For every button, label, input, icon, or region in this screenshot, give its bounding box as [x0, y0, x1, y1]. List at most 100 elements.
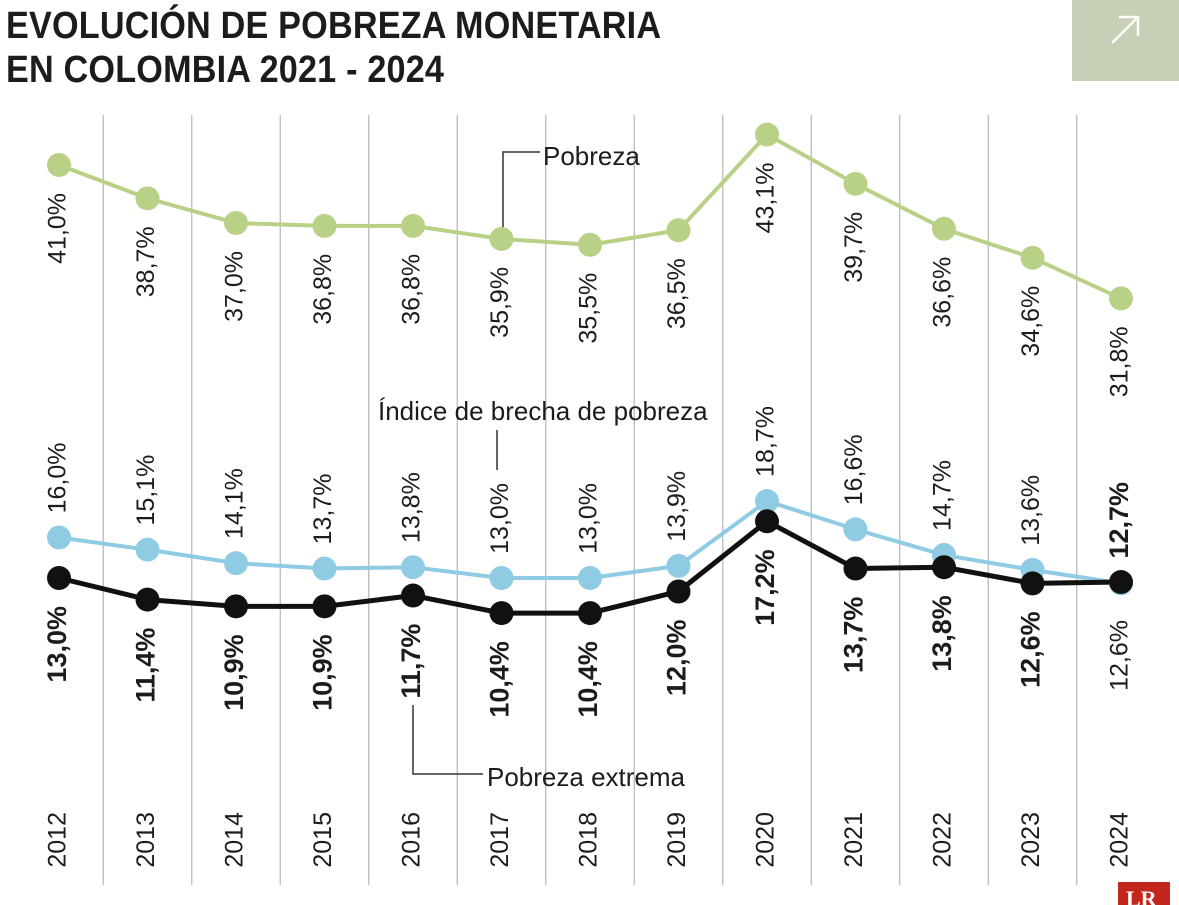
label-pobreza-2014: 37,0%	[221, 251, 249, 322]
point-extrema-2019	[666, 579, 691, 604]
point-brecha-2013	[135, 537, 160, 562]
x-tick-2021: 2021	[840, 812, 868, 868]
point-pobreza-2021	[843, 171, 868, 196]
label-pobreza-2023: 34,6%	[1017, 286, 1045, 357]
label-pobreza-2013: 38,7%	[132, 226, 160, 297]
lr-logo-text: LR	[1126, 886, 1157, 905]
label-pobreza-2024: 31,8%	[1106, 326, 1134, 397]
point-pobreza-2017	[489, 226, 514, 251]
label-extrema-2019: 12,0%	[662, 620, 692, 697]
label-brecha-2013: 15,1%	[132, 455, 160, 526]
label-pobreza-2015: 36,8%	[309, 254, 337, 325]
point-extrema-2014	[224, 594, 248, 619]
point-brecha-2014	[224, 551, 248, 576]
point-extrema-2021	[843, 556, 868, 581]
point-brecha-2018	[578, 566, 602, 590]
annotation-brecha: Índice de brecha de pobreza	[378, 396, 708, 426]
label-brecha-2019: 13,9%	[663, 471, 691, 542]
chart-title-line-1: EVOLUCIÓN DE POBREZA MONETARIA	[6, 5, 662, 47]
x-tick-2015: 2015	[309, 812, 337, 868]
point-pobreza-2016	[401, 213, 425, 238]
label-extrema-2016: 11,7%	[396, 624, 426, 699]
label-brecha-2016: 13,8%	[398, 472, 426, 543]
point-pobreza-2024	[1109, 286, 1133, 311]
point-brecha-2017	[489, 566, 514, 590]
point-extrema-2013	[135, 587, 160, 612]
point-brecha-2016	[401, 555, 425, 580]
point-pobreza-2023	[1020, 245, 1045, 270]
label-extrema-2020: 17,2%	[750, 549, 780, 626]
chart-title-line-2: EN COLOMBIA 2021 - 2024	[6, 49, 445, 91]
point-pobreza-2022	[932, 216, 956, 241]
label-pobreza-2021: 39,7%	[840, 212, 868, 283]
label-brecha-2023: 13,6%	[1017, 475, 1045, 546]
label-pobreza-2016: 36,8%	[398, 254, 426, 325]
label-brecha-2014: 14,1%	[221, 468, 249, 539]
label-brecha-2020: 18,7%	[752, 406, 780, 477]
label-extrema-2022: 13,8%	[927, 595, 957, 672]
point-pobreza-2015	[312, 213, 337, 238]
label-brecha-2021: 16,6%	[840, 434, 868, 505]
label-extrema-2014: 10,9%	[219, 634, 249, 711]
label-extrema-2017: 10,4%	[485, 641, 515, 718]
point-extrema-2012	[47, 566, 71, 590]
x-axis-labels: 2012 2013 2014 2015 2016 2017 2018 2019 2020 2021…	[44, 812, 1134, 868]
data-labels: 41,0% 38,7% 37,0% 36,8% 36,8% 35,9% 35,5% 36,5%…	[42, 163, 1134, 718]
x-tick-2019: 2019	[663, 812, 691, 868]
point-extrema-2018	[578, 601, 602, 626]
point-pobreza-2013	[135, 186, 160, 211]
label-extrema-2024: 12,7%	[1104, 482, 1134, 559]
x-tick-2023: 2023	[1017, 812, 1045, 868]
label-brecha-2012: 16,0%	[44, 443, 72, 514]
x-tick-2024: 2024	[1106, 812, 1134, 868]
label-extrema-2023: 12,6%	[1016, 611, 1046, 688]
label-brecha-2024: 12,6%	[1106, 620, 1134, 691]
grid-lines	[102, 115, 1078, 885]
point-extrema-2017	[489, 601, 514, 626]
chart-title: EVOLUCIÓN DE POBREZA MONETARIA EN COLOMB…	[6, 4, 661, 92]
label-brecha-2022: 14,7%	[929, 460, 957, 531]
point-pobreza-2014	[224, 211, 248, 235]
label-pobreza-2017: 35,9%	[486, 267, 514, 338]
point-extrema-2022	[932, 555, 956, 580]
annotation-pobreza-leader	[502, 151, 540, 230]
point-brecha-2020	[755, 489, 779, 514]
point-extrema-2015	[312, 594, 337, 619]
point-extrema-2020	[755, 509, 779, 534]
point-pobreza-2020	[755, 122, 779, 147]
expand-button[interactable]	[1072, 0, 1179, 81]
x-tick-2016: 2016	[398, 812, 426, 868]
x-tick-2020: 2020	[752, 812, 780, 868]
x-tick-2014: 2014	[221, 812, 249, 868]
label-brecha-2017: 13,0%	[486, 483, 514, 554]
x-tick-2017: 2017	[486, 812, 514, 868]
data-points	[47, 122, 1133, 626]
point-brecha-2015	[312, 556, 337, 581]
point-pobreza-2019	[666, 218, 691, 243]
x-tick-2022: 2022	[929, 812, 957, 868]
point-pobreza-2012	[47, 153, 71, 177]
label-pobreza-2022: 36,6%	[929, 257, 957, 328]
arrow-up-right-icon	[1111, 15, 1140, 44]
label-brecha-2015: 13,7%	[309, 474, 337, 545]
series-annotations: Pobreza Índice de brecha de pobreza Pobrez…	[378, 141, 708, 792]
label-brecha-2018: 13,0%	[575, 483, 603, 554]
label-pobreza-2018: 35,5%	[575, 273, 603, 344]
label-pobreza-2012: 41,0%	[44, 193, 72, 264]
point-extrema-2024	[1109, 570, 1133, 595]
annotation-extrema: Pobreza extrema	[487, 762, 686, 792]
point-extrema-2016	[401, 583, 425, 608]
point-brecha-2019	[666, 553, 691, 578]
lr-logo: LR	[1118, 882, 1170, 905]
point-pobreza-2018	[578, 232, 602, 257]
label-pobreza-2019: 36,5%	[663, 258, 691, 329]
label-extrema-2018: 10,4%	[573, 641, 603, 718]
x-tick-2012: 2012	[44, 812, 72, 868]
label-extrema-2015: 10,9%	[308, 634, 338, 711]
annotation-extrema-leader	[412, 705, 483, 775]
label-extrema-2012: 13,0%	[42, 606, 72, 683]
label-extrema-2021: 13,7%	[839, 597, 869, 674]
x-tick-2013: 2013	[132, 812, 160, 868]
point-brecha-2021	[843, 517, 868, 542]
